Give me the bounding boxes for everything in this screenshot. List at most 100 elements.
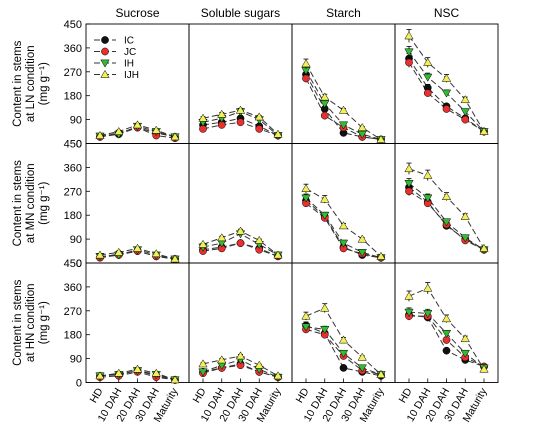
y-tick-label: 90 [70,354,82,366]
y-tick-label: 180 [64,330,82,342]
column-title: NSC [434,6,460,20]
data-point [376,251,386,260]
y-tick-label: 0 [76,378,82,390]
data-point [273,129,283,138]
data-point [441,192,452,200]
data-point [320,194,330,203]
data-point [376,369,386,378]
y-tick-label: 90 [70,234,82,246]
data-point [255,125,264,133]
data-point [423,170,433,179]
panel-frame [85,262,190,383]
data-point [441,218,452,227]
data-point [198,239,208,248]
data-point [338,221,349,230]
data-point [441,314,452,323]
data-point [114,126,124,135]
data-point [273,250,283,259]
series-line [305,63,382,140]
y-tick-label: 270 [64,306,82,318]
data-point [479,126,489,135]
x-tick-label: HD [294,386,312,405]
row-label: Content in stems at HN condition (mg g⁻¹) [12,279,50,366]
data-point [254,235,264,244]
data-point [376,134,386,143]
data-point [114,247,124,256]
data-point [404,48,414,57]
data-point [198,359,208,368]
y-tick-label: 180 [64,91,82,103]
data-point [100,59,110,68]
data-point [423,73,433,82]
data-point [217,233,227,242]
row-label-line: (mg g⁻¹) [38,182,50,225]
data-point [95,250,105,259]
data-point [132,364,143,373]
row-label: Content in stems at LN condition (mg g⁻¹) [12,40,50,127]
data-point [441,330,452,338]
series-line [408,35,485,132]
data-point [441,89,452,98]
data-point [114,368,124,377]
data-point [423,194,433,203]
data-point [132,120,143,129]
data-point [357,352,367,361]
data-point [404,308,414,317]
data-point [101,47,109,56]
data-point [479,364,489,373]
data-point [170,375,180,384]
data-point [301,59,311,68]
data-point [320,326,330,334]
data-point [460,211,470,220]
data-point [357,234,367,243]
data-point [235,351,246,360]
data-point [254,360,264,369]
data-point [460,334,470,343]
data-point [442,346,451,355]
y-tick-label: 450 [64,139,82,151]
series-line [408,62,485,132]
column-title: Starch [326,6,361,20]
data-point [101,36,109,44]
data-point [198,113,208,122]
data-point [405,187,413,196]
y-tick-label: 450 [64,258,82,270]
data-point [320,303,330,312]
data-point [198,368,208,377]
data-point [151,368,161,377]
data-point [461,115,470,124]
data-point [301,184,311,192]
data-point [338,335,349,344]
row-label-line: (mg g⁻¹) [38,301,50,344]
data-point [423,89,432,97]
data-point [151,249,161,258]
data-point [170,132,180,141]
data-point [95,130,105,139]
row-label-line: Content in stems [12,40,24,127]
data-point [357,364,367,373]
data-point [132,243,143,252]
data-point [301,311,311,320]
data-point [217,109,227,118]
data-point [273,371,283,380]
data-point [423,57,433,66]
data-point [460,349,470,358]
data-point [479,243,489,252]
data-point [100,69,110,78]
y-tick-label: 0 [76,139,82,151]
data-point [236,239,245,247]
y-tick-label: 90 [70,115,82,127]
data-point [460,108,470,117]
data-point [320,100,330,109]
row-label-line: (mg g⁻¹) [38,62,50,105]
legend-entry: JC [124,47,136,58]
data-point [405,58,413,67]
data-point [460,234,470,243]
y-tick-label: 360 [64,162,82,174]
data-point [301,194,311,203]
data-point [404,291,414,300]
column-title: Sucrose [115,6,159,20]
series-line [408,168,485,249]
data-point [338,239,349,248]
row-label-line: at HN condition [25,283,37,362]
